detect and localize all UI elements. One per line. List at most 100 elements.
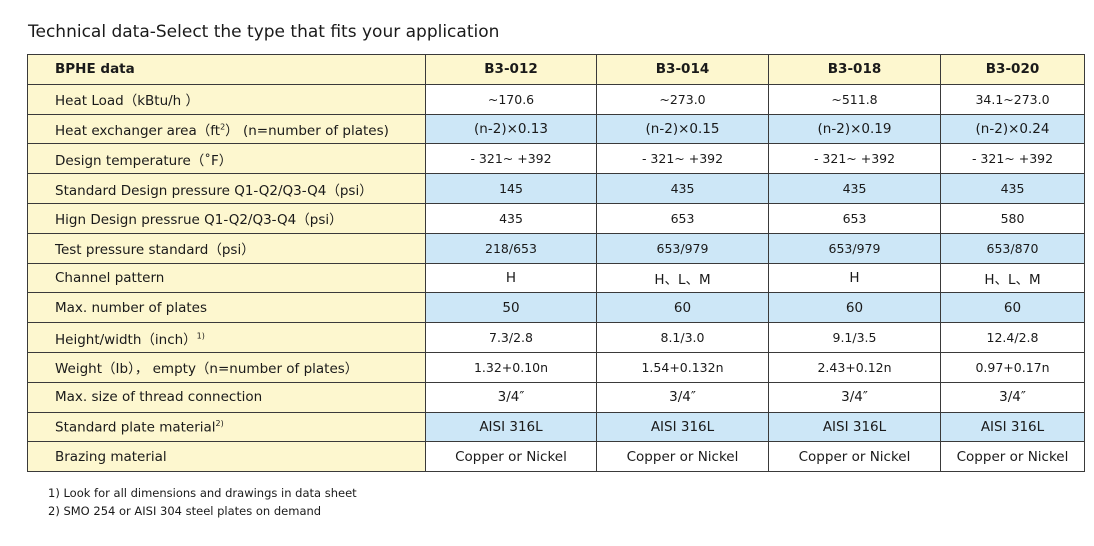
value-cell: ~273.0 (596, 83, 769, 115)
value-cell: 1.32+0.10n (425, 351, 597, 383)
value-cell: 60 (596, 292, 769, 324)
table-row: Heat exchanger area（ft2） (n=number of pl… (27, 113, 1085, 145)
table-row: Max. size of thread connection 3/4″ 3/4″ 3/… (27, 381, 1085, 413)
table-row: Hign Design pressrue Q1-Q2/Q3-Q4（psi） 435… (27, 202, 1085, 234)
row-label-text: Heat exchanger area（ft (55, 122, 221, 139)
value-cell: 1.54+0.132n (596, 351, 769, 383)
value-cell: 580 (940, 202, 1085, 234)
value-cell: (n-2)×0.19 (768, 113, 941, 145)
value-cell: H、L、M (596, 262, 769, 294)
value-cell: 218/653 (425, 232, 597, 264)
value-cell: 9.1/3.5 (768, 322, 941, 353)
table-body: Heat Load（kBtu/h ） ~170.6 ~273.0 ~511.8 34.1… (27, 83, 1085, 473)
row-label-text: Max. size of thread connection (55, 389, 263, 406)
header-label: BPHE data (27, 54, 426, 85)
row-label: Brazing material (27, 441, 426, 473)
value-cell: 50 (425, 292, 597, 324)
row-label: Heat Load（kBtu/h ） (27, 83, 426, 115)
value-cell: H、L、M (940, 262, 1085, 294)
value-cell: Copper or Nickel (596, 441, 769, 473)
value-cell: 653/979 (596, 232, 769, 264)
row-label: Standard Design pressure Q1-Q2/Q3-Q4（psi… (27, 173, 426, 204)
value-cell: 2.43+0.12n (768, 351, 941, 383)
row-label-text: Height/width（inch） (55, 331, 197, 348)
row-label-text: Test pressure standard（psi） (55, 242, 255, 259)
row-label: Design temperature（˚F） (27, 143, 426, 175)
row-label: Max. number of plates (27, 292, 426, 324)
row-label: Channel pattern (27, 262, 426, 294)
row-label-text: Standard plate material (55, 419, 216, 436)
row-label-text: Weight（Ib）， empty（n=number of plates） (55, 361, 359, 378)
table-row: Height/width（inch）1) 7.3/2.8 8.1/3.0 9.1/3.… (27, 322, 1085, 353)
row-label-text: Max. number of plates (55, 299, 208, 316)
value-cell: Copper or Nickel (425, 441, 597, 473)
page-title: Technical data-Select the type that fits… (28, 22, 500, 42)
value-cell: 435 (596, 173, 769, 204)
value-cell: (n-2)×0.24 (940, 113, 1085, 145)
value-cell: 34.1~273.0 (940, 83, 1085, 115)
row-label-text: Hign Design pressrue Q1-Q2/Q3-Q4（psi） (55, 212, 343, 229)
model-header: B3-012 (425, 54, 597, 85)
row-label-text: Brazing material (55, 448, 167, 465)
row-label-text: Channel pattern (55, 269, 165, 286)
table-row: Standard Design pressure Q1-Q2/Q3-Q4（psi… (27, 173, 1085, 204)
value-cell: 0.97+0.17n (940, 351, 1085, 383)
value-cell: 653 (768, 202, 941, 234)
value-cell: 3/4″ (768, 381, 941, 413)
table-row: Test pressure standard（psi） 218/653 653/97… (27, 232, 1085, 264)
row-label: Heat exchanger area（ft2） (n=number of pl… (27, 113, 426, 145)
value-cell: 653/979 (768, 232, 941, 264)
value-cell: 3/4″ (940, 381, 1085, 413)
value-cell: 12.4/2.8 (940, 322, 1085, 353)
value-cell: H (768, 262, 941, 294)
value-cell: Copper or Nickel (940, 441, 1085, 473)
value-cell: 435 (425, 202, 597, 234)
value-cell: 435 (768, 173, 941, 204)
row-label: Height/width（inch）1) (27, 322, 426, 353)
value-cell: 60 (768, 292, 941, 324)
row-label-text: Heat Load（kBtu/h ） (55, 93, 200, 110)
footnotes: 1) Look for all dimensions and drawings … (48, 484, 357, 520)
table-row: Weight（Ib）， empty（n=number of plates） 1.3… (27, 351, 1085, 383)
footnote-marker: 1) (196, 331, 205, 341)
value-cell: AISI 316L (940, 411, 1085, 443)
value-cell: (n-2)×0.13 (425, 113, 597, 145)
table-row: Design temperature（˚F） - 321~ +392- 321~ … (27, 143, 1085, 175)
value-cell: 653/870 (940, 232, 1085, 264)
table-header-row: BPHE data B3-012 B3-014 B3-018 B3-020 (27, 54, 1085, 85)
row-label-text: Design temperature（˚F） (55, 152, 233, 169)
value-cell: AISI 316L (768, 411, 941, 443)
row-label: Test pressure standard（psi） (27, 232, 426, 264)
row-label: Max. size of thread connection (27, 381, 426, 413)
value-cell: - 321~ +392 (940, 143, 1085, 175)
value-cell: 653 (596, 202, 769, 234)
value-cell: - 321~ +392 (768, 143, 941, 175)
row-label: Hign Design pressrue Q1-Q2/Q3-Q4（psi） (27, 202, 426, 234)
footnote: 1) Look for all dimensions and drawings … (48, 486, 357, 500)
table-row: Standard plate material2) AISI 316L AISI 3… (27, 411, 1085, 443)
value-cell: 7.3/2.8 (425, 322, 597, 353)
value-cell: 60 (940, 292, 1085, 324)
value-cell: 3/4″ (425, 381, 597, 413)
row-label: Standard plate material2) (27, 411, 426, 443)
value-cell: - 321~ +392 (596, 143, 769, 175)
value-cell: - 321~ +392 (425, 143, 597, 175)
value-cell: ~511.8 (768, 83, 941, 115)
row-label-suffix: ） (n=number of plates) (225, 122, 389, 139)
technical-data-table: BPHE data B3-012 B3-014 B3-018 B3-020 He… (27, 54, 1085, 473)
value-cell: Copper or Nickel (768, 441, 941, 473)
table-row: Brazing material Copper or Nickel Copper o… (27, 441, 1085, 473)
value-cell: 3/4″ (596, 381, 769, 413)
value-cell: 8.1/3.0 (596, 322, 769, 353)
model-header: B3-018 (768, 54, 941, 85)
value-cell: (n-2)×0.15 (596, 113, 769, 145)
footnote-marker: 2 (220, 122, 226, 132)
value-cell: H (425, 262, 597, 294)
value-cell: 435 (940, 173, 1085, 204)
row-label: Weight（Ib）， empty（n=number of plates） (27, 351, 426, 383)
footnote-marker: 2) (215, 418, 224, 428)
value-cell: ~170.6 (425, 83, 597, 115)
value-cell: AISI 316L (596, 411, 769, 443)
table-row: Heat Load（kBtu/h ） ~170.6 ~273.0 ~511.8 34.1… (27, 83, 1085, 115)
row-label-text: Standard Design pressure Q1-Q2/Q3-Q4（psi… (55, 182, 373, 199)
